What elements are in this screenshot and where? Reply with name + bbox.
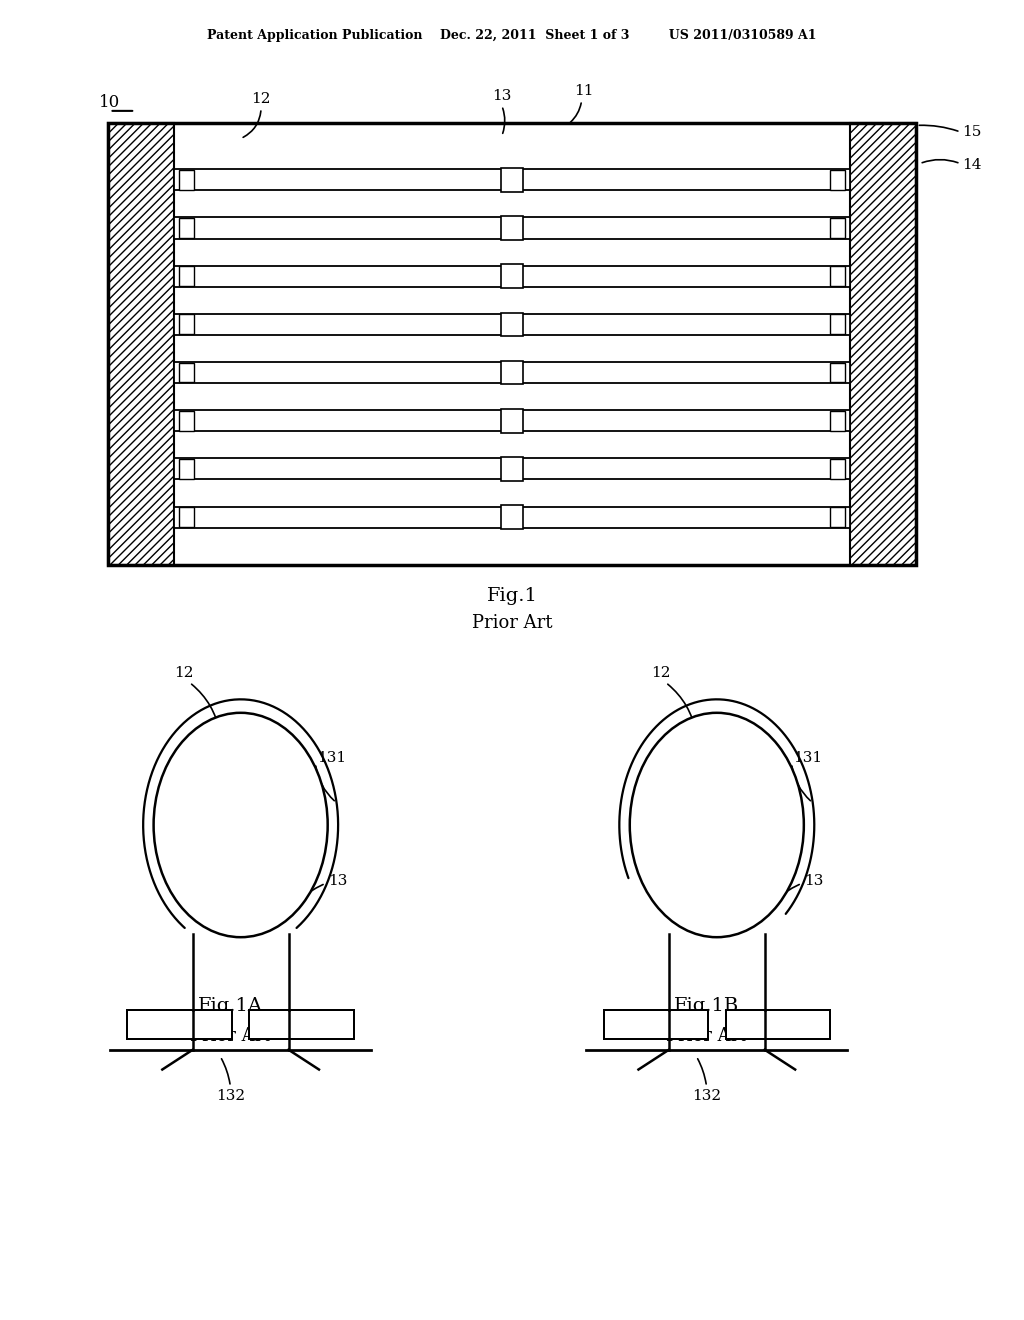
Bar — [501, 264, 523, 288]
Text: Fig.1A: Fig.1A — [198, 997, 263, 1015]
Bar — [830, 170, 846, 190]
Text: Fig.1B: Fig.1B — [674, 997, 739, 1015]
Text: 10: 10 — [99, 94, 120, 111]
Text: 12: 12 — [174, 665, 195, 680]
Bar — [830, 507, 846, 527]
Circle shape — [630, 713, 804, 937]
Bar — [178, 507, 195, 527]
Bar — [603, 1010, 709, 1039]
Text: 15: 15 — [963, 125, 982, 139]
Bar — [830, 218, 846, 238]
Bar — [830, 411, 846, 430]
Bar — [178, 218, 195, 238]
Text: Fig.1: Fig.1 — [486, 587, 538, 606]
Bar — [501, 168, 523, 191]
Bar — [830, 363, 846, 383]
Bar — [501, 313, 523, 337]
Bar — [174, 265, 850, 286]
Bar — [178, 363, 195, 383]
Bar — [830, 459, 846, 479]
Bar — [174, 169, 850, 190]
Text: 12: 12 — [251, 91, 271, 106]
Text: 11: 11 — [573, 83, 594, 98]
Bar — [108, 123, 174, 565]
Text: 13: 13 — [493, 88, 511, 103]
Text: 11: 11 — [809, 1010, 828, 1024]
Bar — [174, 314, 850, 335]
Bar — [830, 267, 846, 286]
Bar — [178, 170, 195, 190]
Text: 12: 12 — [650, 665, 671, 680]
Bar — [501, 457, 523, 480]
Circle shape — [154, 713, 328, 937]
Bar — [830, 314, 846, 334]
Bar — [174, 458, 850, 479]
Text: Patent Application Publication    Dec. 22, 2011  Sheet 1 of 3         US 2011/03: Patent Application Publication Dec. 22, … — [207, 29, 817, 42]
Text: 131: 131 — [317, 751, 346, 764]
Bar — [127, 1010, 231, 1039]
Bar — [174, 218, 850, 239]
Bar — [178, 314, 195, 334]
Text: 132: 132 — [692, 1089, 721, 1104]
Text: 13: 13 — [328, 874, 347, 888]
Bar — [501, 409, 523, 433]
Bar — [108, 123, 916, 565]
Text: 11: 11 — [333, 1010, 352, 1024]
Bar — [850, 123, 916, 565]
Text: 131: 131 — [794, 751, 822, 764]
Text: 14: 14 — [963, 158, 982, 172]
Bar — [178, 267, 195, 286]
Bar — [178, 459, 195, 479]
Bar — [174, 507, 850, 528]
Bar — [501, 216, 523, 240]
Bar — [250, 1010, 354, 1039]
Text: 13: 13 — [804, 874, 823, 888]
Bar — [174, 362, 850, 383]
Bar — [501, 506, 523, 529]
Bar — [174, 411, 850, 432]
Text: Prior Art: Prior Art — [472, 614, 552, 632]
Text: Prior Art: Prior Art — [667, 1027, 746, 1045]
Text: Prior Art: Prior Art — [190, 1027, 270, 1045]
Bar — [501, 360, 523, 384]
Bar — [725, 1010, 829, 1039]
Text: 132: 132 — [216, 1089, 245, 1104]
Bar — [178, 411, 195, 430]
